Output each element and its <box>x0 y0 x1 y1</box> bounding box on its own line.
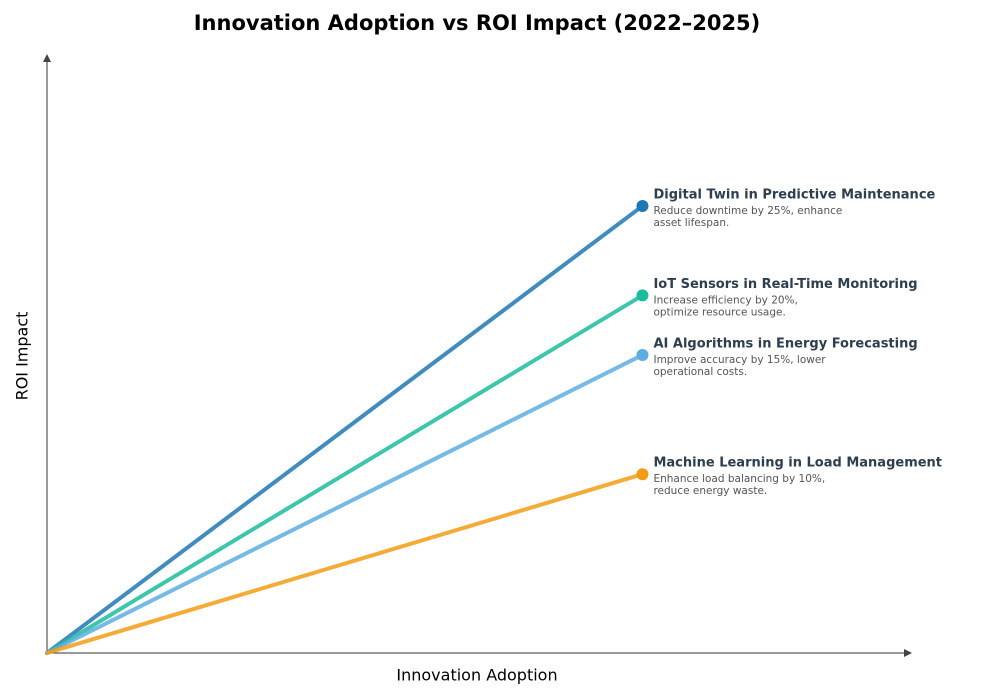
y-axis-label: ROI Impact <box>13 312 32 401</box>
series-annotation: operational costs. <box>653 366 747 378</box>
series-annotation: asset lifespan. <box>653 217 729 229</box>
end-point <box>636 349 649 361</box>
series-name: IoT Sensors in Real-Time Monitoring <box>653 277 917 292</box>
series-annotation: optimize resource usage. <box>653 306 785 318</box>
series-annotation: Enhance load balancing by 10%, <box>653 473 825 485</box>
series-annotation: reduce energy waste. <box>653 485 767 497</box>
series-line <box>45 353 645 655</box>
end-point <box>636 468 649 481</box>
end-point <box>636 200 649 212</box>
series-name: Digital Twin in Predictive Maintenance <box>653 188 935 203</box>
series-line <box>45 472 645 655</box>
series-name: AI Algorithms in Energy Forecasting <box>653 337 917 352</box>
chart-title: Innovation Adoption vs ROI Impact (2022–… <box>194 11 761 35</box>
end-point <box>636 289 649 302</box>
series-line <box>45 293 645 655</box>
series-line <box>45 204 645 655</box>
series-name: Machine Learning in Load Management <box>653 456 942 471</box>
x-axis-label: Innovation Adoption <box>396 666 557 685</box>
series-annotation: Increase efficiency by 20%, <box>653 294 797 306</box>
series-annotation: Reduce downtime by 25%, enhance <box>653 205 842 217</box>
series-annotation: Improve accuracy by 15%, lower <box>653 354 826 366</box>
